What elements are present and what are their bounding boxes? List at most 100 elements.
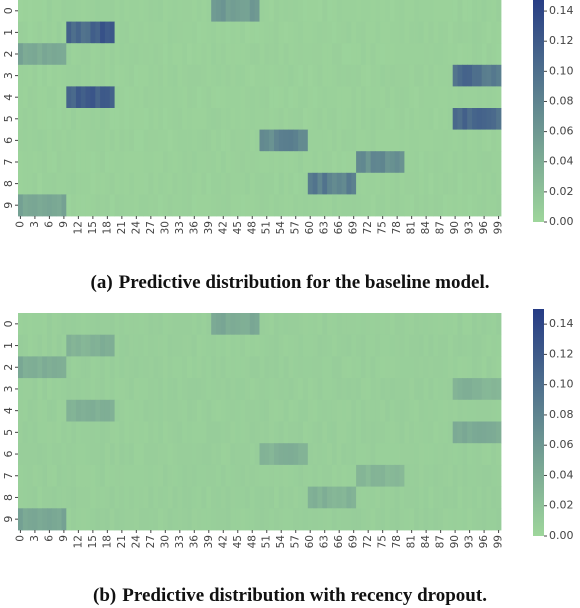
heatmap-cell [302,129,309,152]
heatmap-cell [27,86,33,109]
heatmap-cell [119,108,125,130]
heatmap-cell [71,399,77,422]
heatmap-cell [394,334,400,357]
heatmap-cell [259,86,265,109]
heatmap-cell [235,64,241,87]
heatmap-cell [172,194,178,217]
heatmap-cell [452,421,458,444]
heatmap-cell [467,86,473,109]
heatmap-cell [90,464,96,487]
heatmap-cell [476,334,483,357]
heatmap-cell [119,64,125,87]
heatmap-cell [496,108,502,130]
heatmap-cell [100,194,106,217]
heatmap-cell [278,334,285,357]
heatmap-cell [472,356,478,379]
heatmap-cell [220,443,227,466]
heatmap-cell [230,64,236,87]
heatmap-cell [187,108,193,130]
heatmap-cell [61,399,67,422]
heatmap-cell [61,43,67,66]
heatmap-cell [124,464,130,487]
heatmap-cell [220,313,227,336]
heatmap-cell [216,334,222,357]
heatmap-cell [201,378,207,401]
heatmap-cell [22,421,29,444]
heatmap-cell [37,108,43,130]
y-tick-label: 9 [2,202,15,209]
x-tick-label: 15 [87,535,99,548]
heatmap-cell [389,194,396,217]
heatmap-cell [211,64,217,87]
heatmap-cell [283,194,289,217]
colorbar-tick-label: 0.02 [549,499,574,512]
y-tick-label: 0 [2,320,15,327]
heatmap-cell [404,356,410,379]
heatmap-cell [351,356,357,379]
heatmap-cell [346,129,352,152]
heatmap-cell [158,172,164,195]
heatmap-cell [481,86,487,109]
heatmap-cell [443,313,449,336]
heatmap-cell [51,64,58,87]
heatmap-cell [46,421,53,444]
heatmap-cell [254,108,260,130]
heatmap-cell [85,421,91,444]
heatmap-cell [264,378,270,401]
heatmap-cell [288,421,294,444]
heatmap-cell [206,43,212,66]
heatmap-cell [356,21,362,44]
heatmap-cell [375,194,381,217]
heatmap-cell [240,399,246,422]
heatmap-cell [27,378,33,401]
heatmap-cell [75,0,82,22]
heatmap-cell [341,129,347,152]
heatmap-cell [230,0,236,22]
heatmap-cell [235,86,241,109]
heatmap-cell [283,464,289,487]
heatmap-cell [66,0,72,22]
heatmap-cell [61,378,67,401]
heatmap-cell [109,464,115,487]
heatmap-cell [322,313,328,336]
heatmap-cell [158,399,164,422]
heatmap-cell [75,194,82,217]
heatmap-cell [46,399,53,422]
heatmap-cell [481,194,487,217]
heatmap-cell [61,443,67,466]
heatmap-cell [104,443,111,466]
heatmap-cell [457,64,463,87]
heatmap-cell [245,108,251,130]
heatmap-cell [360,21,367,44]
heatmap-cell [394,21,400,44]
heatmap-cell [365,43,371,66]
heatmap-cell [22,399,29,422]
heatmap-cell [341,486,347,509]
heatmap-cell [491,172,497,195]
heatmap-cell [472,399,478,422]
heatmap-cell [162,378,169,401]
heatmap-cell [433,172,439,195]
heatmap-cell [71,313,77,336]
heatmap-cell [472,194,478,217]
heatmap-cell [322,356,328,379]
heatmap-cell [158,194,164,217]
heatmap-cell [32,64,38,87]
heatmap-cell [331,508,338,531]
heatmap-cell [288,172,294,195]
heatmap-cell [109,443,115,466]
heatmap-cell [462,334,468,357]
heatmap-cell [225,421,231,444]
heatmap-cell [245,86,251,109]
heatmap-cell [356,334,362,357]
heatmap-cell [201,64,207,87]
heatmap-cell [467,356,473,379]
heatmap-cell [211,399,217,422]
heatmap-cell [327,443,333,466]
heatmap-cell [452,313,458,336]
heatmap-cell [191,334,198,357]
heatmap-cell [85,64,91,87]
heatmap-cell [61,313,67,336]
heatmap-cell [418,86,425,109]
heatmap-cell [182,508,188,531]
